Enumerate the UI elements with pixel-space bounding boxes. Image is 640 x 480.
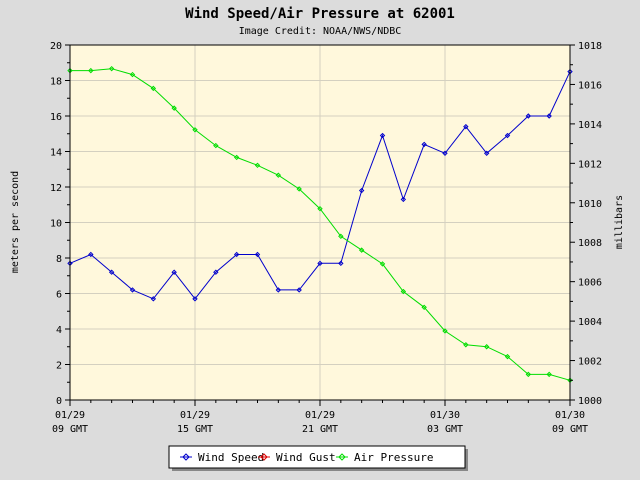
y2-tick-label: 1010 (578, 199, 602, 210)
y-tick-label: 12 (50, 183, 62, 194)
y2-tick-label: 1002 (578, 357, 602, 368)
y2-axis-label: millibars (614, 195, 625, 249)
legend-marker-air-pressure (338, 453, 346, 461)
y-tick-label: 10 (50, 219, 62, 230)
series-layer (67, 65, 573, 383)
x-tick-label: 01/29 (55, 410, 85, 421)
air-pressure-point (442, 328, 448, 334)
y-tick-label: 4 (56, 325, 62, 336)
wind-speed-point (88, 251, 94, 258)
wind-speed-point (233, 251, 240, 258)
x-tick-label: 01/29 (180, 410, 210, 421)
x-tick-label: 03 GMT (427, 424, 463, 435)
y2-tick-label: 1014 (578, 120, 602, 131)
air-pressure-point (296, 186, 302, 192)
y2-tick-label: 1012 (578, 159, 602, 170)
air-pressure-point (317, 205, 323, 212)
x-tick-label: 15 GMT (177, 424, 213, 435)
y2-tick-label: 1008 (578, 238, 602, 249)
air-pressure-point (254, 162, 261, 169)
air-pressure-point (379, 261, 386, 267)
x-tick-label: 01/30 (430, 410, 460, 421)
wind-speed-point (192, 296, 198, 302)
wind-speed-point (483, 150, 490, 156)
wind-speed-point (379, 132, 386, 139)
air-pressure-point (213, 142, 219, 149)
air-pressure-point (171, 105, 177, 111)
air-pressure-point (275, 172, 282, 178)
chart-subtitle: Image Credit: NOAA/NWS/NDBC (239, 26, 402, 37)
wind-speed-point (129, 287, 136, 293)
air-pressure-point (504, 353, 511, 360)
air-pressure-point (546, 371, 552, 378)
legend-box (168, 445, 466, 469)
y2-tick-label: 1006 (578, 278, 602, 289)
wind-speed-point (171, 269, 177, 275)
y-tick-label: 6 (56, 290, 62, 301)
legend: Wind Speed Wind Gust Air Pressure (168, 445, 468, 471)
air-pressure-point (150, 85, 157, 92)
wind-speed-point (317, 260, 323, 267)
air-pressure-point (108, 65, 115, 72)
wind-speed-point (296, 287, 302, 293)
y-tick-label: 18 (50, 77, 62, 88)
x-tick-label: 09 GMT (552, 424, 588, 435)
wind-speed-point (421, 141, 427, 148)
air-pressure-point (525, 371, 532, 378)
legend-label-wind-speed: Wind Speed (198, 451, 264, 464)
air-pressure-point (233, 154, 240, 161)
x-tick-label: 21 GMT (302, 424, 338, 435)
y-tick-label: 14 (50, 148, 62, 159)
y-tick-label: 16 (50, 112, 62, 123)
air-pressure-point (483, 344, 490, 350)
wind-speed-point (150, 296, 157, 302)
x-tick-label: 01/29 (305, 410, 335, 421)
y-tick-label: 2 (56, 361, 62, 372)
air-pressure-point (400, 288, 407, 295)
wind-speed-point (400, 196, 407, 203)
air-pressure-point (421, 304, 427, 311)
wind-speed-point (546, 113, 552, 119)
y2-tick-label: 1016 (578, 80, 602, 91)
y2-tick-label: 1018 (578, 41, 602, 52)
y-axis-label: meters per second (10, 171, 21, 273)
chart-title: Wind Speed/Air Pressure at 62001 (185, 6, 455, 22)
wind-speed-point (338, 260, 344, 267)
y2-tick-label: 1000 (578, 396, 602, 407)
wind-speed-point (525, 113, 532, 119)
wind-speed-point (254, 251, 261, 258)
wind-speed-point (442, 150, 448, 156)
ticks: 0246810121416182010001002100410061008101… (50, 41, 602, 435)
y-tick-label: 20 (50, 41, 62, 52)
wind-speed-point (275, 287, 282, 293)
legend-label-wind-gust: Wind Gust (276, 451, 336, 464)
legend-marker-wind-gust (260, 453, 268, 461)
y-tick-label: 0 (56, 396, 62, 407)
air-pressure-point (338, 233, 344, 240)
wind-speed-point (213, 269, 219, 275)
air-pressure-line (70, 68, 571, 381)
air-pressure-point (463, 342, 469, 348)
wind-speed-point (358, 187, 365, 194)
wind-speed-point (504, 132, 511, 139)
x-tick-label: 01/30 (555, 410, 585, 421)
air-pressure-point (129, 71, 136, 78)
x-tick-label: 09 GMT (52, 424, 88, 435)
y2-tick-label: 1004 (578, 317, 602, 328)
air-pressure-point (88, 67, 94, 74)
air-pressure-point (358, 247, 365, 253)
wind-speed-point (108, 269, 115, 275)
legend-marker-wind-speed (182, 453, 190, 461)
wind-speed-line (69, 71, 571, 300)
legend-label-air-pressure: Air Pressure (354, 451, 433, 464)
air-pressure-point (192, 127, 198, 133)
y-tick-label: 8 (56, 254, 62, 265)
wind-speed-point (463, 123, 469, 130)
